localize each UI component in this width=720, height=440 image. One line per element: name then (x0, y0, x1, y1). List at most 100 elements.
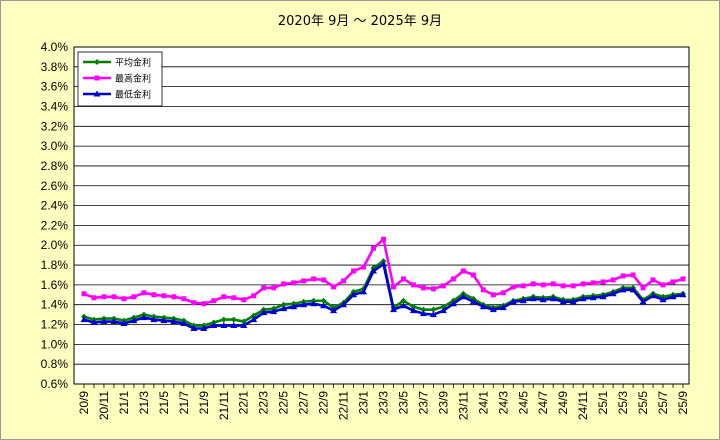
data-point (310, 300, 318, 307)
data-point (569, 298, 577, 305)
x-tick-label: 22/3 (257, 391, 271, 415)
data-point (380, 260, 387, 267)
data-point (430, 306, 437, 313)
x-tick-label: 22/7 (297, 391, 311, 415)
data-point (409, 307, 417, 314)
data-point (161, 293, 167, 299)
data-point (519, 297, 527, 304)
data-point (311, 276, 317, 282)
data-point (200, 324, 208, 331)
data-point (360, 288, 368, 295)
legend-marker (94, 75, 100, 81)
x-tick-label: 24/3 (496, 391, 510, 415)
data-point (121, 296, 127, 302)
data-point (679, 291, 687, 298)
data-point (400, 297, 407, 304)
x-tick-label: 25/3 (616, 391, 630, 415)
data-point (420, 285, 426, 291)
data-point (630, 272, 636, 278)
data-point (100, 318, 108, 325)
x-tick-label: 25/1 (596, 391, 610, 415)
data-point (410, 303, 417, 310)
data-point (410, 282, 416, 288)
data-point (460, 268, 466, 274)
data-point (301, 278, 307, 284)
data-point (340, 301, 348, 308)
legend-marker (93, 90, 101, 97)
data-point (609, 290, 617, 297)
data-point (549, 295, 557, 302)
data-point (101, 294, 107, 300)
y-tick-label: 2.6% (41, 179, 69, 193)
data-point (400, 276, 406, 282)
y-tick-label: 2.4% (41, 199, 69, 213)
data-point (479, 303, 487, 310)
x-tick-label: 21/3 (137, 391, 151, 415)
data-point (90, 319, 98, 326)
data-point (330, 307, 338, 314)
legend-label: 最高金利 (115, 73, 151, 85)
data-point (370, 267, 378, 274)
y-tick-label: 2.2% (41, 218, 69, 232)
x-tick-label: 22/1 (237, 391, 251, 415)
data-point (450, 276, 456, 282)
data-point (271, 285, 277, 291)
x-tick-label: 21/1 (117, 391, 131, 415)
data-point (170, 318, 178, 325)
data-point (280, 301, 287, 308)
y-tick-label: 1.8% (41, 258, 69, 272)
data-point (389, 306, 397, 313)
data-point (210, 322, 218, 329)
data-point (429, 311, 437, 318)
data-point (211, 298, 217, 304)
data-point (201, 301, 207, 307)
data-point (230, 316, 237, 323)
x-tick-label: 23/1 (357, 391, 371, 415)
data-point (420, 306, 427, 313)
data-point (620, 273, 626, 279)
data-point (509, 298, 517, 305)
data-point (250, 316, 258, 323)
data-point (191, 300, 197, 306)
data-point (510, 284, 516, 290)
data-point (540, 282, 546, 288)
data-point (221, 294, 227, 300)
data-point (140, 314, 148, 321)
data-point (181, 296, 187, 302)
data-point (320, 297, 327, 304)
data-point (660, 282, 666, 288)
x-tick-label: 21/9 (197, 391, 211, 415)
x-axis: 20/9 20/11 21/1 21/3 21/5 21/7 21/9 21/11 22/1 22… (77, 384, 690, 420)
x-tick-label: 22/11 (337, 391, 351, 420)
legend-label: 平均金利 (115, 57, 151, 69)
series-layer (80, 236, 687, 331)
data-point (560, 283, 566, 289)
y-tick-label: 0.8% (41, 357, 69, 371)
x-tick-label: 25/7 (656, 391, 670, 415)
data-point (539, 296, 547, 303)
y-tick-label: 3.4% (41, 99, 69, 113)
data-point (590, 280, 596, 286)
data-point (250, 312, 257, 319)
x-tick-label: 23/5 (396, 391, 410, 415)
data-point (390, 284, 396, 290)
data-point (619, 286, 627, 293)
data-point (670, 279, 676, 285)
x-tick-label: 22/5 (277, 391, 291, 415)
series-2 (81, 236, 686, 307)
x-tick-label: 20/9 (77, 391, 91, 415)
data-point (499, 304, 507, 311)
data-point (130, 317, 138, 324)
x-tick-label: 24/9 (556, 391, 570, 415)
data-point (291, 280, 297, 286)
data-point (81, 291, 87, 297)
x-tick-label: 24/7 (536, 391, 550, 415)
data-point (281, 281, 287, 287)
x-tick-label: 21/11 (217, 391, 231, 420)
data-point (579, 295, 587, 302)
x-tick-label: 22/9 (317, 391, 331, 415)
data-point (120, 320, 128, 327)
data-point (530, 281, 536, 287)
x-tick-label: 20/11 (97, 391, 111, 420)
